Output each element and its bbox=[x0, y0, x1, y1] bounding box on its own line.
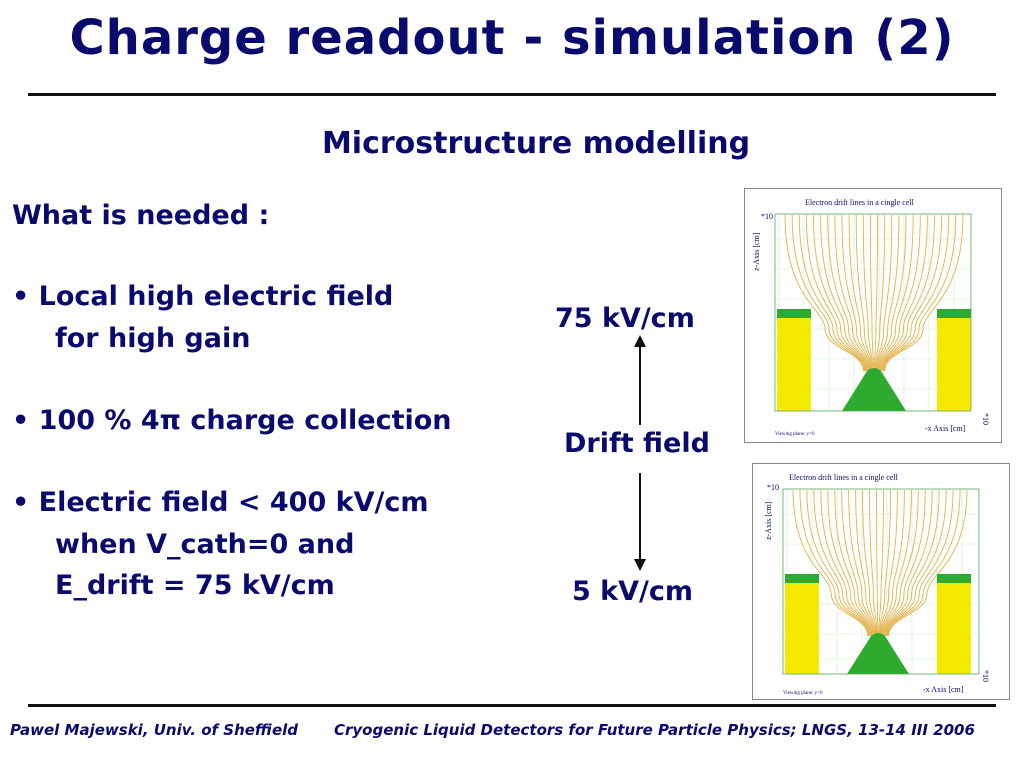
drift-line bbox=[798, 214, 866, 372]
anode-mound bbox=[847, 633, 909, 674]
drift-line bbox=[841, 489, 875, 637]
drift-line bbox=[887, 489, 961, 637]
drift-line bbox=[879, 214, 921, 372]
drift-line bbox=[841, 214, 871, 372]
drift-line bbox=[883, 214, 957, 372]
drift-line bbox=[799, 489, 870, 637]
figure-top: Electron drift lines in a cingle cell *1… bbox=[744, 188, 1002, 443]
drift-line bbox=[791, 214, 865, 372]
bullet-2-line-1: • 100 % 4π charge collection bbox=[12, 405, 452, 436]
drift-line bbox=[876, 489, 879, 637]
slide-title: Charge readout - simulation (2) bbox=[69, 10, 955, 66]
drift-line bbox=[879, 489, 891, 637]
exp-x-bottom: *10 bbox=[981, 670, 990, 682]
drift-line bbox=[877, 214, 907, 372]
drift-line bbox=[878, 214, 914, 372]
green-electrode-left bbox=[785, 574, 819, 583]
drift-line bbox=[879, 489, 898, 637]
zaxis-top: z-Axis [cm] bbox=[752, 232, 761, 271]
footer-rule bbox=[28, 704, 996, 707]
drift-line bbox=[848, 489, 875, 637]
yellow-block-right bbox=[937, 574, 971, 674]
drift-line bbox=[885, 489, 947, 637]
drift-line bbox=[878, 489, 884, 637]
drift-line bbox=[883, 489, 926, 637]
drift-line bbox=[884, 489, 933, 637]
drift-line bbox=[820, 214, 869, 372]
needed-heading: What is needed : bbox=[12, 200, 270, 231]
bullet-1-line-1: • Local high electric field bbox=[12, 281, 394, 312]
slide-subtitle: Microstructure modelling bbox=[321, 126, 751, 161]
bullet-3-line-2: when V_cath=0 and bbox=[55, 529, 355, 560]
drift-line bbox=[886, 489, 954, 637]
arrow-up-icon bbox=[634, 335, 646, 347]
yellow-block-right bbox=[937, 309, 971, 411]
drift-line bbox=[882, 489, 919, 637]
footer-event: Cryogenic Liquid Detectors for Future Pa… bbox=[334, 721, 975, 739]
drift-line bbox=[882, 214, 950, 372]
drift-line bbox=[834, 214, 870, 372]
drift-line bbox=[880, 489, 905, 637]
drift-line bbox=[862, 214, 874, 372]
drift-line bbox=[784, 214, 864, 372]
drift-line bbox=[813, 489, 871, 637]
drift-line bbox=[880, 214, 935, 372]
drift-line bbox=[806, 489, 870, 637]
exp-z-bottom: *10 bbox=[767, 483, 779, 492]
drift-line bbox=[874, 214, 886, 372]
drift-line bbox=[884, 214, 964, 372]
drift-line bbox=[792, 489, 869, 637]
exp-z-top: *10 bbox=[761, 212, 773, 221]
label-drift-field: Drift field bbox=[564, 428, 710, 459]
arrow-down-icon bbox=[634, 559, 646, 571]
drift-line bbox=[875, 214, 893, 372]
label-5kv: 5 kV/cm bbox=[572, 576, 694, 607]
drift-line bbox=[876, 214, 900, 372]
zaxis-bottom: z-Axis [cm] bbox=[764, 501, 773, 540]
double-arrow bbox=[634, 335, 646, 571]
drift-line bbox=[881, 489, 912, 637]
drift-line bbox=[862, 489, 877, 637]
drift-line bbox=[884, 489, 940, 637]
green-electrode-left bbox=[777, 309, 811, 318]
drift-line bbox=[869, 489, 878, 637]
drift-line bbox=[873, 214, 879, 372]
exp-x-top: *10 bbox=[981, 413, 990, 425]
drift-line bbox=[848, 214, 872, 372]
footnote-bottom: Viewing plane: y=0 bbox=[783, 691, 823, 696]
label-75kv: 75 kV/cm bbox=[555, 303, 695, 334]
drift-line bbox=[855, 489, 876, 637]
caption-bottom: Electron drift lines in a cingle cell bbox=[789, 473, 899, 482]
drift-line bbox=[881, 214, 943, 372]
yellow-block-left bbox=[777, 309, 811, 411]
field-plot-top: Electron drift lines in a cingle cell *1… bbox=[752, 198, 990, 437]
bullet-3-line-1: • Electric field < 400 kV/cm bbox=[12, 487, 429, 518]
drift-line bbox=[834, 489, 874, 637]
field-plot-bottom: Electron drift lines in a cingle cell *1… bbox=[764, 473, 990, 696]
drift-line bbox=[827, 489, 873, 637]
footnote-top: Viewing plane: y=0 bbox=[775, 432, 815, 437]
drift-line bbox=[879, 214, 928, 372]
drift-line bbox=[888, 489, 968, 637]
drift-line bbox=[820, 489, 872, 637]
yellow-block-left bbox=[785, 574, 819, 674]
figure-bottom: Electron drift lines in a cingle cell *1… bbox=[752, 463, 1010, 700]
xaxis-top: -x Axis [cm] bbox=[925, 424, 966, 433]
drift-line bbox=[855, 214, 873, 372]
drift-line bbox=[813, 214, 868, 372]
green-electrode-right bbox=[937, 309, 971, 318]
caption-top: Electron drift lines in a cingle cell bbox=[805, 198, 915, 207]
footer-author: Pawel Majewski, Univ. of Sheffield bbox=[10, 721, 299, 739]
title-rule bbox=[28, 93, 996, 96]
xaxis-bottom: -x Axis [cm] bbox=[923, 685, 964, 694]
bullet-1-line-2: for high gain bbox=[55, 323, 251, 354]
bullet-3-line-3: E_drift = 75 kV/cm bbox=[55, 570, 335, 601]
drift-line bbox=[869, 214, 875, 372]
anode-mound bbox=[842, 368, 906, 411]
drift-line bbox=[805, 214, 867, 372]
drift-line bbox=[827, 214, 869, 372]
green-electrode-right bbox=[937, 574, 971, 583]
